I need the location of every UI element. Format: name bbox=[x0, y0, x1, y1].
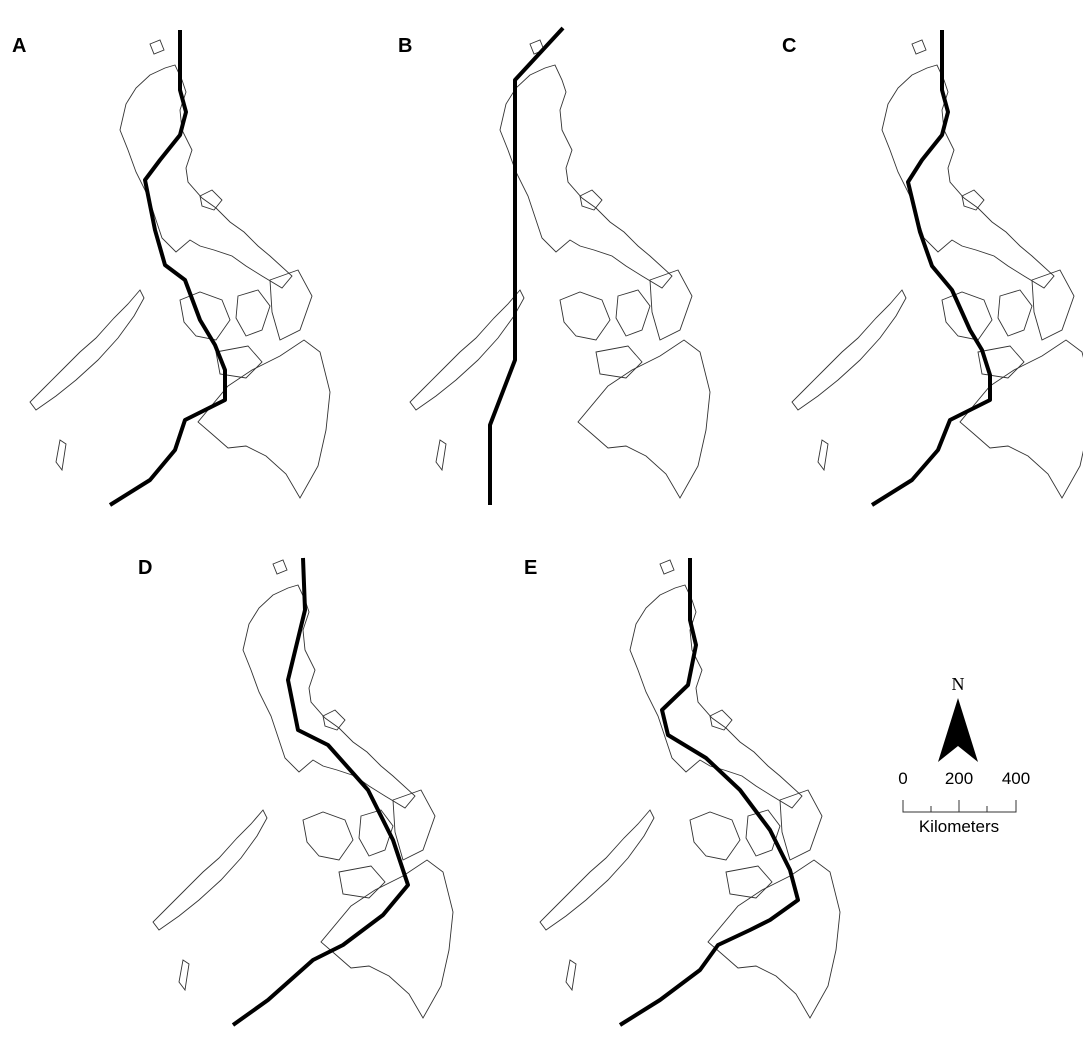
panel-label: E bbox=[524, 557, 537, 579]
scale-unit: Kilometers bbox=[919, 817, 999, 836]
boundary-line bbox=[490, 28, 563, 505]
panel-label: A bbox=[12, 35, 26, 57]
north-arrow: N bbox=[938, 674, 978, 762]
scale-bar: 0 200 400 Kilometers bbox=[898, 769, 1030, 836]
north-label: N bbox=[952, 674, 965, 694]
panel-label: D bbox=[138, 557, 152, 579]
scale-tick-label: 200 bbox=[945, 769, 973, 788]
panel-label: C bbox=[782, 35, 796, 57]
figure: A B C D E N 0 200 400 Kilometers bbox=[0, 0, 1083, 1048]
boundary-line bbox=[620, 558, 798, 1025]
panel-label: B bbox=[398, 35, 412, 57]
scale-tick-label: 400 bbox=[1002, 769, 1030, 788]
boundary-line bbox=[233, 558, 408, 1025]
panel-labels: A B C D E bbox=[12, 35, 796, 579]
scale-tick-label: 0 bbox=[898, 769, 907, 788]
